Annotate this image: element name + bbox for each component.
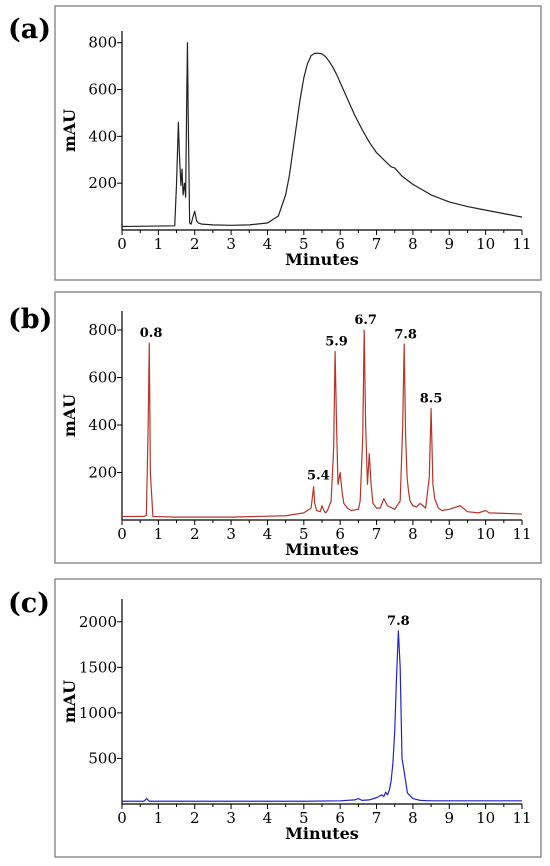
y-tick-label: 800 [88,321,117,339]
chromatogram-line [121,42,523,228]
x-tick-label: 4 [263,235,273,253]
panel-frame [54,291,542,564]
y-tick-label: 800 [88,34,117,52]
x-tick-label: 2 [190,809,200,827]
panel-b: (b) 0 1 2 3 4 5 6 7 8 9 10 11 200 400 600 800 Minutes mAU 0… [8,291,542,564]
x-axis-title: Minutes [285,824,359,843]
x-tick-label: 11 [512,235,531,253]
panel-label: (c) [8,588,50,619]
x-tick-label: 7 [372,809,382,827]
x-tick-label: 3 [226,809,236,827]
y-tick-label: 200 [88,464,117,482]
peak-label: 5.9 [325,334,348,349]
x-tick-label: 11 [512,809,531,827]
y-axis-title: mAU [60,394,79,437]
y-tick-label: 200 [88,174,117,192]
peak-label: 6.7 [354,313,377,328]
x-tick-label: 11 [512,525,531,543]
x-tick-label: 8 [408,235,418,253]
peak-label: 0.8 [140,326,163,341]
x-tick-label: 5 [299,809,309,827]
x-tick-label: 10 [476,235,495,253]
panel-frame [54,5,542,281]
x-tick-label: 10 [476,525,495,543]
y-tick-label: 400 [88,127,117,145]
chromatogram-line [122,630,522,802]
x-tick-label: 3 [226,525,236,543]
peak-label: 7.8 [394,327,417,342]
y-tick-label: 400 [88,416,117,434]
x-tick-label: 6 [335,235,345,253]
panel-label: (b) [8,304,52,335]
y-axis-title: mAU [60,109,79,152]
x-tick-label: 4 [263,525,273,543]
x-tick-label: 2 [190,235,200,253]
x-tick-label: 7 [372,525,382,543]
y-tick-label: 600 [88,369,117,387]
x-tick-label: 5 [299,235,309,253]
y-axis-title: mAU [60,680,79,723]
x-tick-label: 0 [117,525,127,543]
peak-label: 7.8 [387,614,410,629]
x-tick-label: 1 [154,809,164,827]
x-tick-label: 9 [444,809,454,827]
x-axis-title: Minutes [285,540,359,559]
x-tick-label: 4 [263,809,273,827]
peak-label: 8.5 [420,391,443,406]
x-tick-label: 0 [117,809,127,827]
panel-frame [54,578,542,858]
x-tick-label: 9 [444,525,454,543]
x-axis-title: Minutes [285,250,359,269]
peak-label: 5.4 [307,469,330,484]
y-tick-label: 1500 [79,658,117,676]
x-tick-label: 7 [372,235,382,253]
y-tick-label: 500 [88,749,117,767]
y-tick-label: 1000 [79,704,117,722]
x-tick-label: 1 [154,235,164,253]
x-tick-label: 8 [408,809,418,827]
x-tick-label: 6 [335,525,345,543]
x-tick-label: 6 [335,809,345,827]
x-tick-label: 1 [154,525,164,543]
x-tick-label: 5 [299,525,309,543]
panel-a: (a) 0 1 2 3 4 5 6 7 8 9 10 11 200 400 600 800 Minutes mAU [8,5,542,281]
y-tick-label: 2000 [79,613,117,631]
x-tick-label: 8 [408,525,418,543]
x-tick-label: 2 [190,525,200,543]
x-tick-label: 10 [476,809,495,827]
x-tick-label: 3 [226,235,236,253]
x-tick-label: 0 [117,235,127,253]
chromatogram-line [122,329,523,518]
x-tick-label: 9 [444,235,454,253]
panel-c: (c) 0 1 2 3 4 5 6 7 8 9 10 11 500 1000 1500 2000 Minutes m… [8,578,542,858]
panel-label: (a) [8,14,51,45]
y-tick-label: 600 [88,81,117,99]
